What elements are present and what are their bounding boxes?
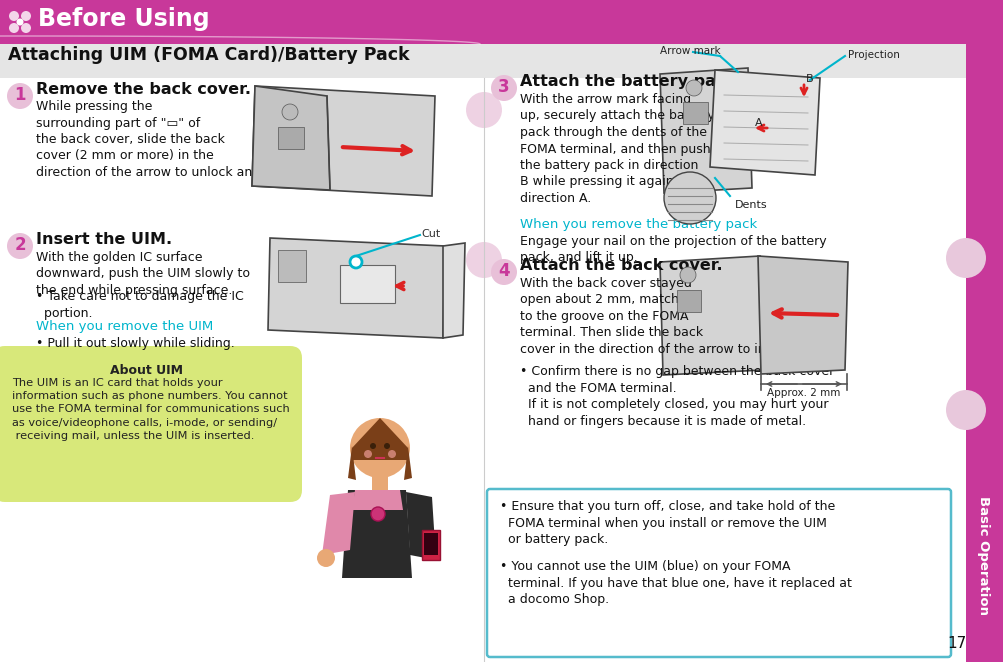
Circle shape [387, 450, 395, 458]
Text: Projection: Projection [848, 50, 899, 60]
Text: The UIM is an IC card that holds your
information such as phone numbers. You can: The UIM is an IC card that holds your in… [12, 378, 290, 441]
Bar [423, 533, 437, 555]
Circle shape [7, 83, 33, 109]
Text: Arrow mark: Arrow mark [659, 46, 720, 56]
Circle shape [350, 256, 362, 268]
Text: While pressing the
surrounding part of "▭" of
the back cover, slide the back
cov: While pressing the surrounding part of "… [36, 100, 328, 179]
Circle shape [679, 267, 695, 283]
Text: 17: 17 [946, 636, 965, 651]
Circle shape [685, 80, 701, 96]
Bar [682, 102, 707, 124]
Polygon shape [709, 70, 819, 175]
Bar [0, 0, 965, 44]
Text: B: B [805, 74, 812, 84]
Text: 2: 2 [14, 236, 26, 254]
Circle shape [465, 92, 502, 128]
Text: A: A [754, 118, 762, 128]
Circle shape [9, 11, 19, 21]
Text: • Ensure that you turn off, close, and take hold of the
  FOMA terminal when you: • Ensure that you turn off, close, and t… [499, 500, 834, 546]
Text: Approx. 2 mm: Approx. 2 mm [766, 388, 840, 398]
Text: With the back cover stayed
open about 2 mm, match it
to the groove on the FOMA
t: With the back cover stayed open about 2 … [520, 277, 795, 356]
Circle shape [945, 390, 985, 430]
Circle shape [21, 23, 31, 33]
Text: Before Using: Before Using [38, 7, 210, 31]
Circle shape [370, 443, 376, 449]
Polygon shape [342, 490, 411, 578]
FancyBboxPatch shape [486, 489, 950, 657]
Text: Dents: Dents [734, 200, 767, 210]
Text: Remove the back cover.: Remove the back cover. [36, 82, 251, 97]
Text: Cut: Cut [420, 229, 439, 239]
Polygon shape [348, 446, 356, 480]
Text: • Pull it out slowly while sliding.: • Pull it out slowly while sliding. [36, 337, 235, 350]
Text: Engage your nail on the projection of the battery
pack, and lift it up.: Engage your nail on the projection of th… [520, 235, 825, 265]
Polygon shape [322, 492, 355, 555]
Text: • Confirm there is no gap between the back cover
  and the FOMA terminal.
  If i: • Confirm there is no gap between the ba… [520, 365, 833, 428]
Polygon shape [252, 86, 434, 196]
Text: • Take care not to damage the IC
  portion.: • Take care not to damage the IC portion… [36, 290, 244, 320]
Text: Attach the back cover.: Attach the back cover. [520, 258, 722, 273]
Text: Attach the battery pack.: Attach the battery pack. [520, 74, 741, 89]
Polygon shape [405, 492, 435, 560]
FancyBboxPatch shape [0, 346, 302, 502]
Circle shape [282, 104, 298, 120]
Text: With the golden IC surface
downward, push the UIM slowly to
the end while pressi: With the golden IC surface downward, pus… [36, 251, 250, 297]
Text: 4: 4 [497, 262, 510, 280]
Circle shape [383, 443, 389, 449]
Text: When you remove the UIM: When you remove the UIM [36, 320, 213, 333]
Circle shape [364, 450, 372, 458]
Circle shape [490, 259, 517, 285]
Polygon shape [659, 256, 762, 375]
Circle shape [7, 233, 33, 259]
Circle shape [465, 242, 502, 278]
Text: • You cannot use the UIM (blue) on your FOMA
  terminal. If you have that blue o: • You cannot use the UIM (blue) on your … [499, 560, 851, 606]
Polygon shape [442, 243, 464, 338]
Polygon shape [757, 256, 848, 374]
Bar [421, 530, 439, 560]
Bar [340, 265, 394, 303]
Text: 1: 1 [14, 86, 26, 104]
Bar [278, 250, 306, 282]
Circle shape [317, 549, 335, 567]
Text: Basic Operation: Basic Operation [977, 496, 990, 615]
Text: With the arrow mark facing
up, securely attach the battery
pack through the dent: With the arrow mark facing up, securely … [520, 93, 714, 205]
Circle shape [9, 23, 19, 33]
Bar [0, 44, 965, 78]
Bar [372, 465, 387, 491]
Circle shape [663, 172, 715, 224]
Text: About UIM: About UIM [110, 364, 184, 377]
Polygon shape [268, 238, 444, 338]
Text: Insert the UIM.: Insert the UIM. [36, 232, 172, 247]
Circle shape [21, 11, 31, 21]
Polygon shape [403, 446, 411, 480]
Bar [965, 0, 1003, 662]
Polygon shape [252, 86, 330, 190]
Polygon shape [659, 68, 751, 193]
Polygon shape [352, 490, 402, 510]
Bar [676, 290, 700, 312]
Circle shape [350, 418, 409, 478]
Polygon shape [352, 418, 407, 460]
Circle shape [371, 507, 384, 521]
Circle shape [490, 75, 517, 101]
Text: Attaching UIM (FOMA Card)/Battery Pack: Attaching UIM (FOMA Card)/Battery Pack [8, 46, 409, 64]
Circle shape [16, 19, 23, 26]
Bar [278, 127, 304, 149]
Text: 3: 3 [497, 78, 510, 96]
Circle shape [945, 238, 985, 278]
Text: When you remove the battery pack: When you remove the battery pack [520, 218, 756, 231]
